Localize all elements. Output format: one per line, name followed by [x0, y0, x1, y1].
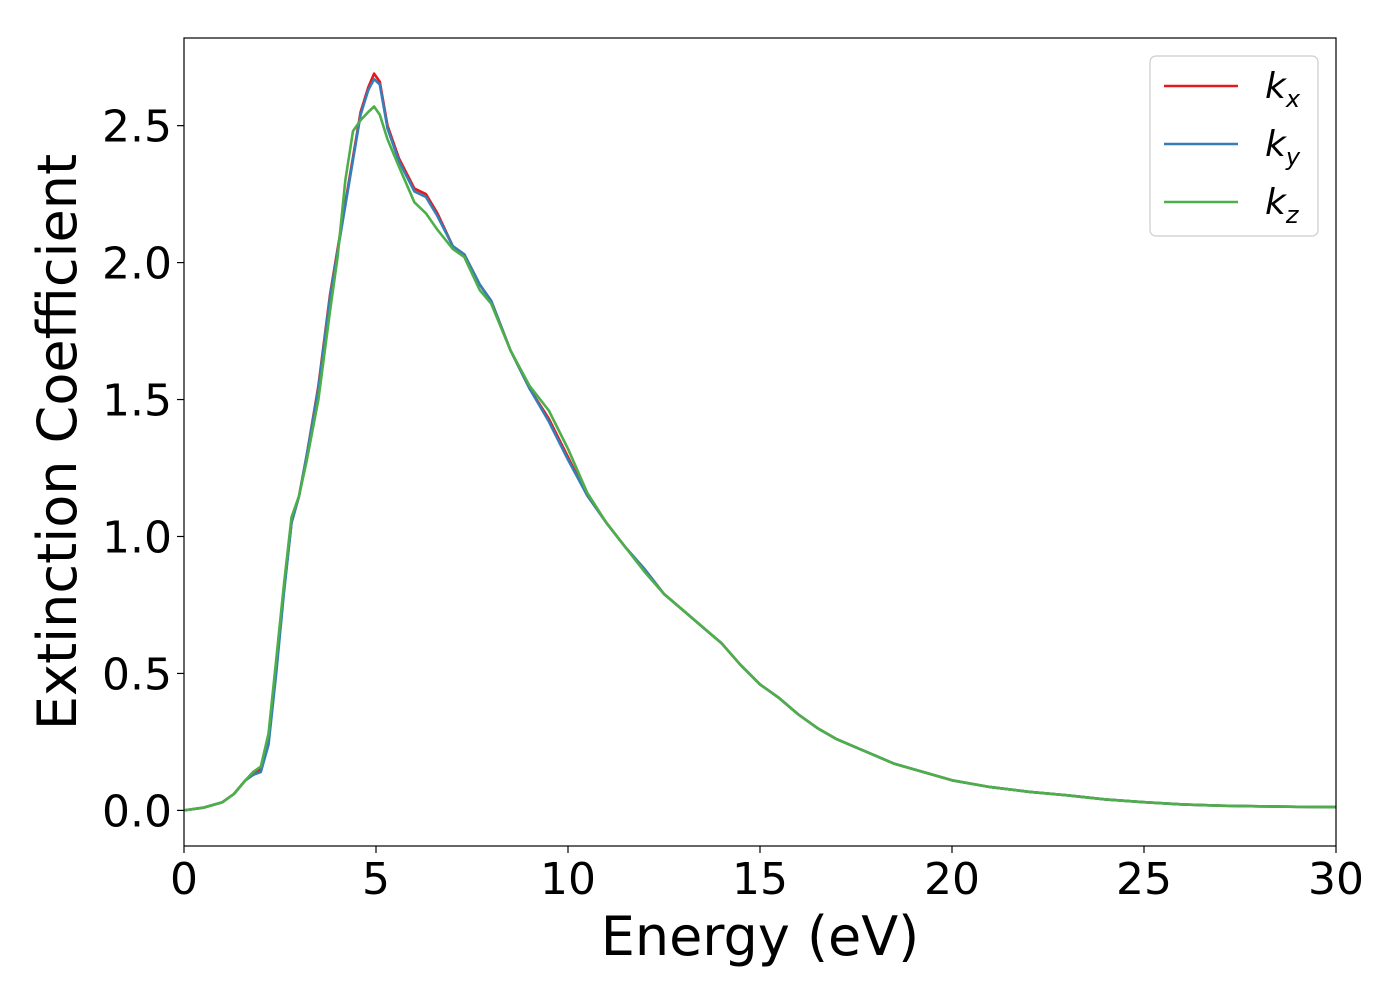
- y-tick-label: 2.0: [102, 239, 172, 290]
- x-tick-label: 30: [1308, 854, 1364, 905]
- y-axis-label: Extinction Coefficient: [26, 154, 89, 730]
- x-tick-label: 25: [1116, 854, 1172, 905]
- legend-label-main: k: [1265, 124, 1288, 165]
- y-tick-label: 1.5: [102, 376, 172, 427]
- x-tick-label: 5: [362, 854, 390, 905]
- legend-label-sub: y: [1285, 143, 1301, 171]
- x-axis-label: Energy (eV): [601, 905, 920, 968]
- x-tick-label: 0: [170, 854, 198, 905]
- legend-label-sub: x: [1285, 85, 1301, 113]
- y-tick-label: 1.0: [102, 512, 172, 563]
- x-tick-label: 20: [924, 854, 980, 905]
- legend-label-x: kx: [1265, 66, 1301, 113]
- series-layer: [183, 72, 1337, 812]
- x-tick-label: 10: [540, 854, 596, 905]
- legend-label-z: kz: [1265, 182, 1300, 229]
- y-axis-ticks: 0.0 0.5 1.0 1.5 2.0 2.5: [102, 102, 184, 837]
- legend-label-sub: z: [1285, 201, 1300, 229]
- legend-label-y: ky: [1265, 124, 1301, 171]
- legend-box: [1149, 55, 1319, 237]
- x-tick-label: 15: [732, 854, 788, 905]
- legend-label-main: k: [1265, 182, 1288, 223]
- legend-label-main: k: [1265, 66, 1288, 107]
- y-tick-label: 2.5: [102, 102, 172, 153]
- x-axis-ticks: 0 5 10 15 20 25 30: [170, 846, 1364, 905]
- series-line-k-z: [183, 105, 1337, 812]
- y-tick-label: 0.5: [102, 649, 172, 700]
- y-tick-label: 0.0: [102, 786, 172, 837]
